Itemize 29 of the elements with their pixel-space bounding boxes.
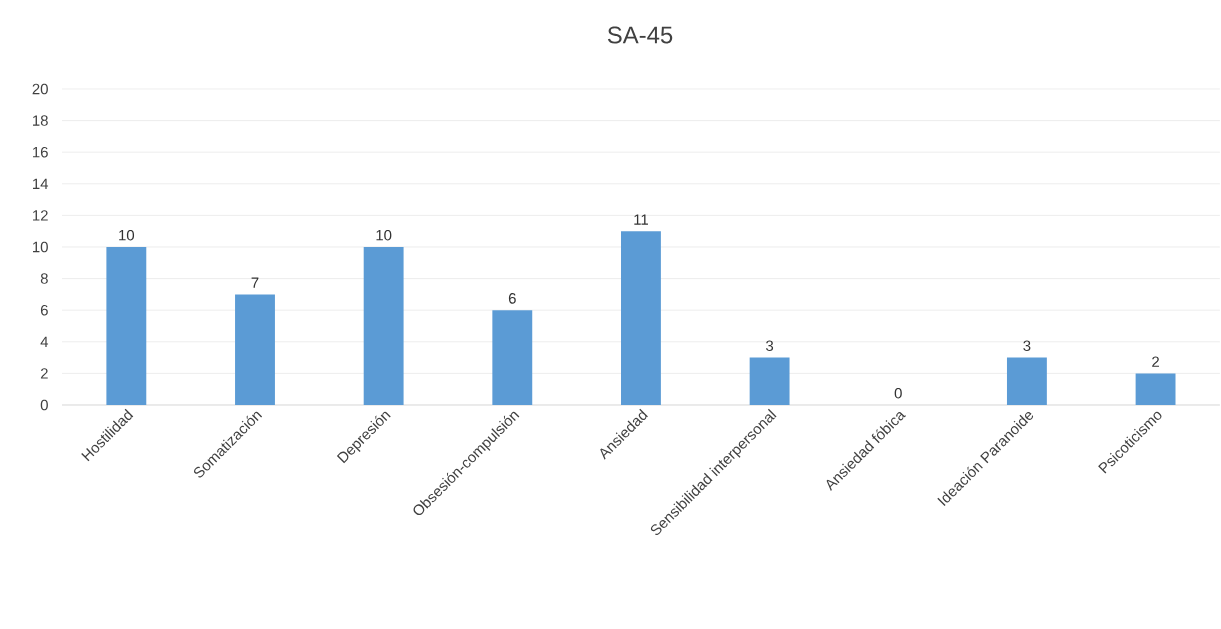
bar <box>106 246 147 405</box>
chart-title: SA-45 <box>607 26 673 44</box>
bar <box>1006 357 1047 405</box>
data-label: 2 <box>1152 356 1159 367</box>
bar <box>749 357 790 405</box>
data-label: 7 <box>251 277 259 288</box>
y-tick-label: 14 <box>33 178 49 189</box>
y-tick-label: 12 <box>33 210 48 221</box>
y-tick-label: 0 <box>40 399 48 411</box>
data-label: 10 <box>376 229 392 241</box>
y-tick-label: 2 <box>40 368 48 379</box>
y-tick-label: 10 <box>33 241 48 253</box>
data-label: 0 <box>894 387 902 399</box>
y-tick-label: 4 <box>40 336 49 347</box>
data-label: 3 <box>1023 340 1031 352</box>
y-tick-label: 8 <box>40 273 48 284</box>
data-label: 10 <box>119 229 135 241</box>
bar <box>363 246 404 405</box>
data-label: 6 <box>508 293 516 304</box>
y-tick-label: 18 <box>33 115 48 126</box>
bar <box>235 294 275 405</box>
bar <box>621 231 661 405</box>
y-tick-label: 20 <box>32 83 48 95</box>
data-label: 11 <box>634 214 648 225</box>
y-tick-label: 16 <box>33 146 48 158</box>
bar <box>1135 373 1176 405</box>
y-tick-label: 6 <box>40 304 48 316</box>
data-label: 3 <box>766 340 774 352</box>
bar <box>492 310 533 405</box>
